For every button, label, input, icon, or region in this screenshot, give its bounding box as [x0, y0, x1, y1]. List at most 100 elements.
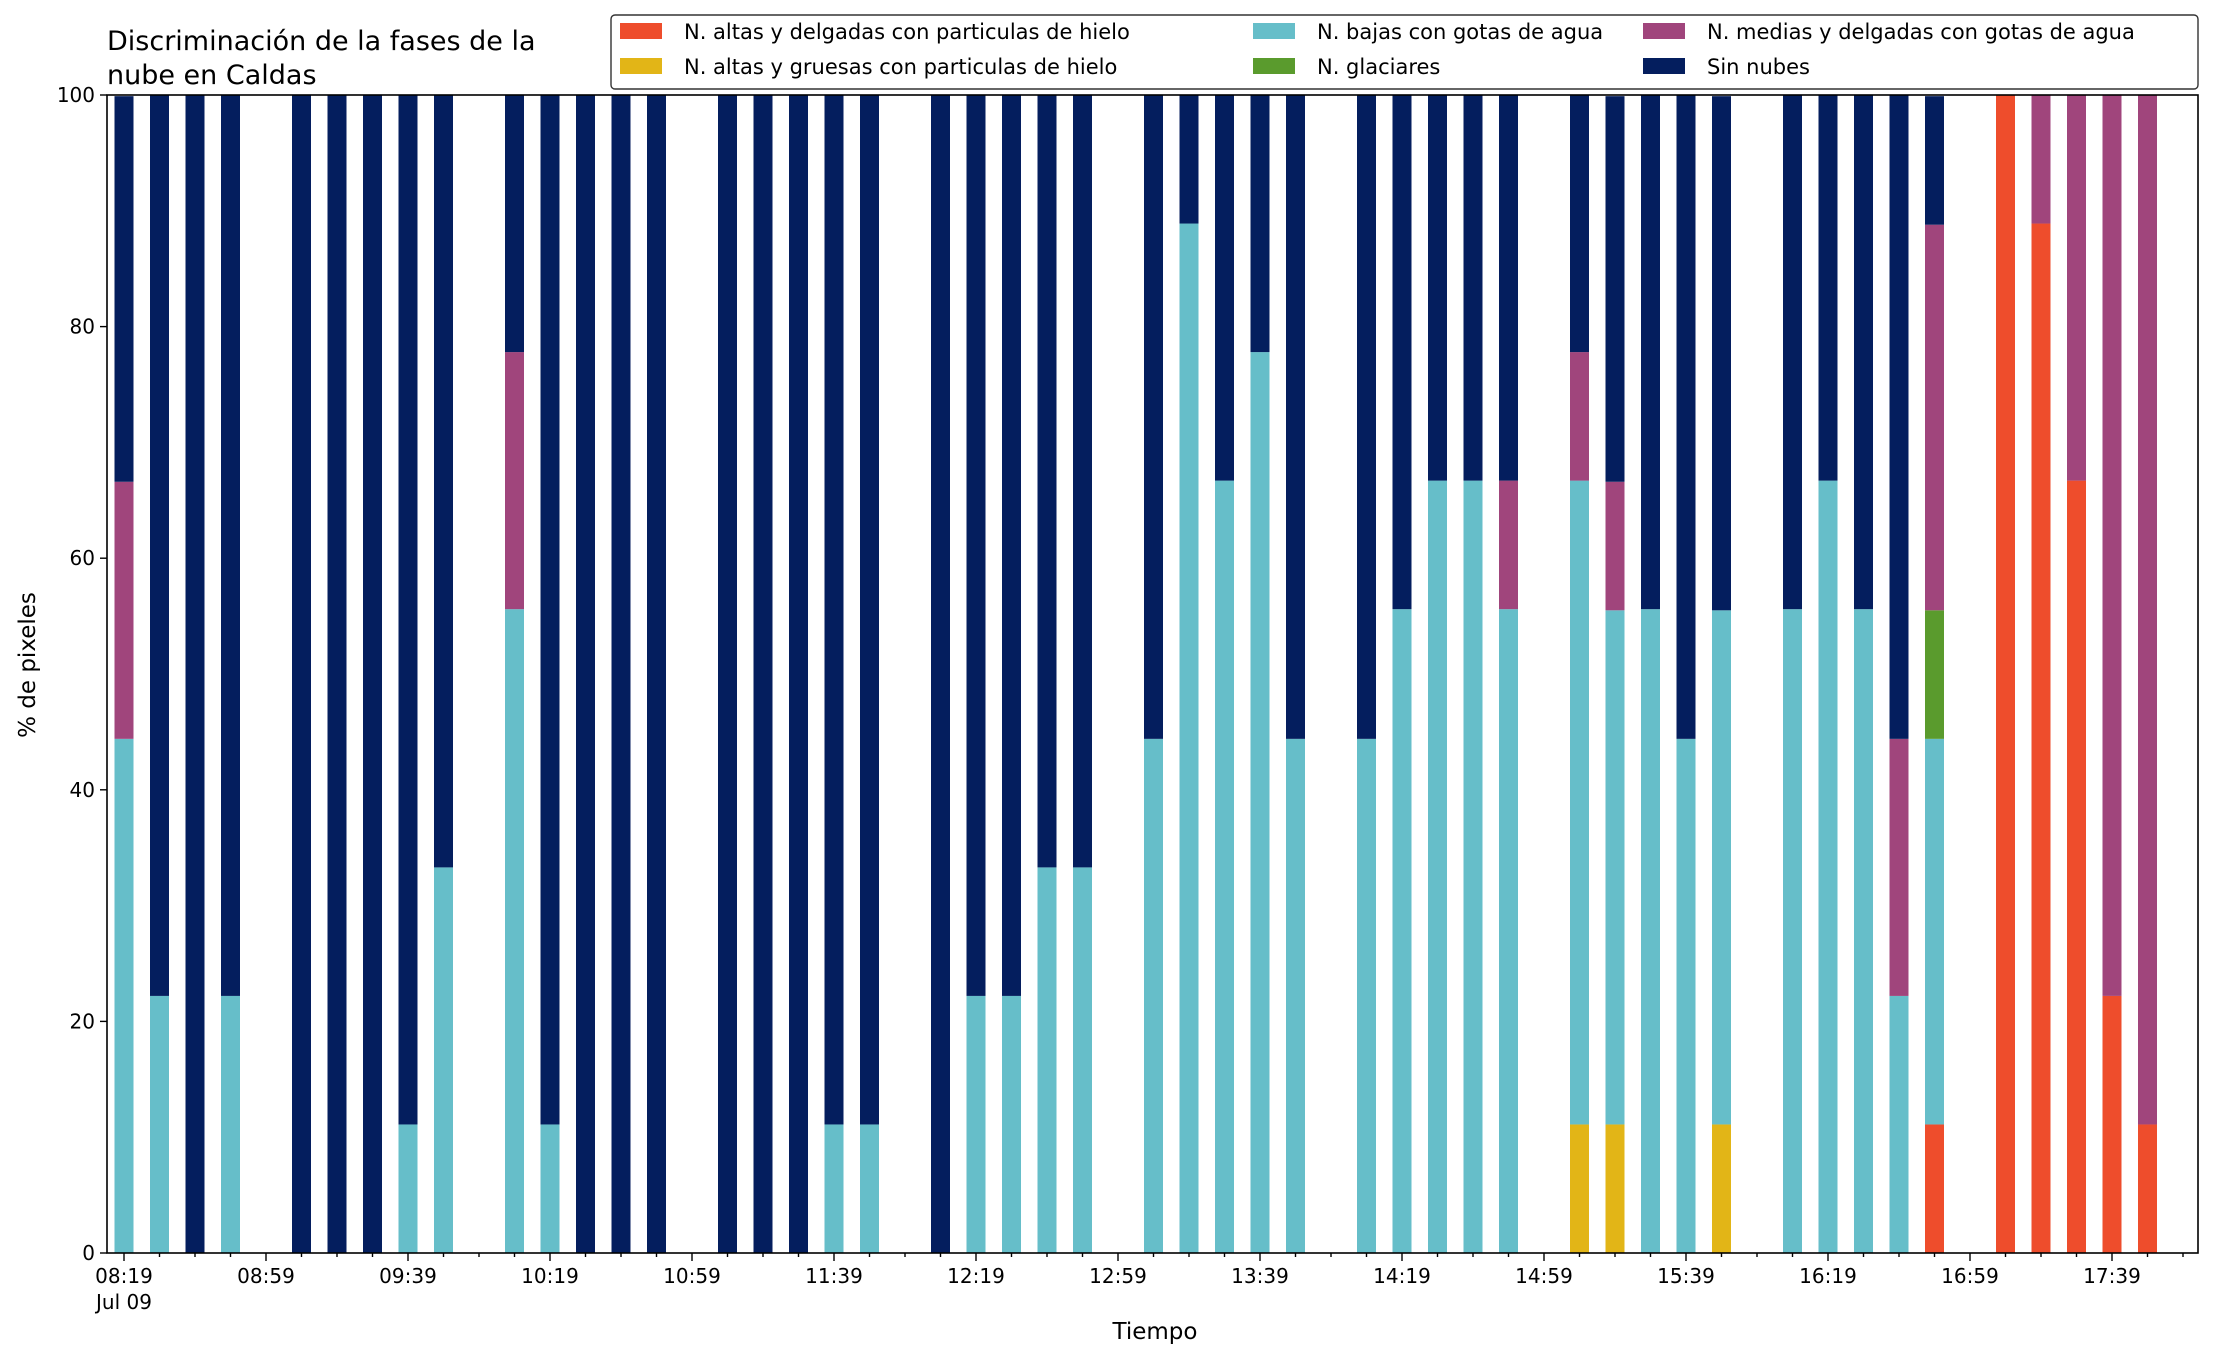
bar-n-bajas-con-gotas-de-agua-1219 — [966, 995, 986, 1253]
bar-n-altas-y-gruesas-con-particulas-de-hielo-1549 — [1712, 1124, 1731, 1253]
bar-n-altas-y-delgadas-con-particulas-de-hielo-1649 — [1925, 1124, 1944, 1253]
legend: N. altas y delgadas con particulas de hi… — [610, 14, 2199, 90]
bar-n-bajas-con-gotas-de-agua-0819 — [114, 738, 134, 1253]
bar-sin-nubes-0839 — [185, 95, 205, 1253]
bar-sin-nubes-0929 — [363, 95, 382, 1253]
bar-n-medias-y-delgadas-con-gotas-de-agua-1729 — [2067, 95, 2086, 481]
bar-n-altas-y-delgadas-con-particulas-de-hielo-1729 — [2067, 480, 2086, 1253]
bar-n-bajas-con-gotas-de-agua-1609 — [1783, 609, 1802, 1253]
bar-sin-nubes-1629 — [1854, 95, 1873, 610]
bar-sin-nubes-1339 — [1250, 95, 1270, 353]
x-tick-label-1419: 14:19 — [1373, 1264, 1431, 1288]
y-tick-label-20: 20 — [70, 1009, 95, 1033]
bar-n-bajas-con-gotas-de-agua-1619 — [1818, 480, 1838, 1253]
bar-n-bajas-con-gotas-de-agua-0829 — [150, 995, 169, 1253]
legend-swatch-sin-nubes — [1643, 58, 1685, 74]
bar-sin-nubes-1239 — [1037, 95, 1057, 868]
y-tick-label-80: 80 — [70, 315, 95, 339]
bar-sin-nubes-1229 — [1002, 95, 1021, 996]
bar-sin-nubes-1149 — [860, 95, 879, 1125]
bar-n-bajas-con-gotas-de-agua-1349 — [1286, 738, 1305, 1253]
bar-n-bajas-con-gotas-de-agua-1329 — [1215, 480, 1234, 1253]
bar-n-bajas-con-gotas-de-agua-1529 — [1641, 609, 1660, 1253]
bar-sin-nubes-1129 — [789, 95, 808, 1253]
x-date-label: Jul 09 — [94, 1290, 152, 1314]
bar-n-bajas-con-gotas-de-agua-1519 — [1605, 610, 1625, 1125]
legend-frame — [610, 14, 2199, 90]
legend-label-n-altas-y-gruesas-con-particulas-de-hielo: N. altas y gruesas con particulas de hie… — [684, 55, 1117, 79]
bar-n-altas-y-delgadas-con-particulas-de-hielo-1719 — [2031, 223, 2051, 1253]
legend-swatch-n-medias-y-delgadas-con-gotas-de-agua — [1643, 23, 1685, 39]
x-tick-label-1459: 14:59 — [1515, 1264, 1573, 1288]
x-tick-label-1659: 16:59 — [1941, 1264, 1999, 1288]
bar-sin-nubes-1309 — [1144, 95, 1163, 739]
bar-sin-nubes-1139 — [824, 95, 844, 1125]
plot-frame — [106, 94, 2199, 1254]
bar-n-bajas-con-gotas-de-agua-1229 — [1002, 995, 1021, 1253]
y-axis-label: % de pixeles — [15, 592, 41, 738]
x-tick-label-1539: 15:39 — [1657, 1264, 1715, 1288]
bar-n-medias-y-delgadas-con-gotas-de-agua-1719 — [2031, 95, 2051, 224]
bar-sin-nubes-1009 — [505, 95, 524, 353]
y-tick-label-60: 60 — [70, 546, 95, 570]
bar-n-bajas-con-gotas-de-agua-0939 — [398, 1124, 418, 1253]
bar-sin-nubes-1249 — [1073, 95, 1092, 868]
bar-n-bajas-con-gotas-de-agua-0949 — [434, 867, 453, 1253]
legend-swatch-n-bajas-con-gotas-de-agua — [1253, 23, 1295, 39]
bar-sin-nubes-1649 — [1925, 96, 1944, 225]
x-tick-label-1219: 12:19 — [947, 1264, 1005, 1288]
bar-n-medias-y-delgadas-con-gotas-de-agua-1519 — [1605, 481, 1625, 611]
legend-label-n-bajas-con-gotas-de-agua: N. bajas con gotas de agua — [1317, 20, 1603, 44]
bar-n-bajas-con-gotas-de-agua-1549 — [1712, 610, 1731, 1125]
bar-n-bajas-con-gotas-de-agua-1409 — [1357, 738, 1376, 1253]
bar-sin-nubes-1349 — [1286, 95, 1305, 739]
bar-sin-nubes-1219 — [966, 95, 986, 996]
bar-n-medias-y-delgadas-con-gotas-de-agua-1009 — [505, 352, 524, 610]
chart-title-line-1: Discriminación de la fases de la — [107, 26, 536, 57]
bar-sin-nubes-1419 — [1392, 95, 1412, 610]
legend-label-n-altas-y-delgadas-con-particulas-de-hielo: N. altas y delgadas con particulas de hi… — [684, 20, 1130, 44]
chart-title-line-2: nube en Caldas — [107, 60, 317, 91]
bar-n-bajas-con-gotas-de-agua-1139 — [824, 1124, 844, 1253]
x-tick-label-1339: 13:39 — [1231, 1264, 1289, 1288]
bar-n-bajas-con-gotas-de-agua-1339 — [1250, 352, 1270, 1254]
bar-n-bajas-con-gotas-de-agua-1419 — [1392, 609, 1412, 1253]
bar-sin-nubes-1609 — [1783, 95, 1802, 610]
bar-n-medias-y-delgadas-con-gotas-de-agua-1649 — [1925, 224, 1944, 611]
bar-n-medias-y-delgadas-con-gotas-de-agua-1739 — [2102, 95, 2122, 996]
bar-n-bajas-con-gotas-de-agua-1629 — [1854, 609, 1873, 1253]
legend-label-n-medias-y-delgadas-con-gotas-de-agua: N. medias y delgadas con gotas de agua — [1707, 20, 2135, 44]
bar-n-bajas-con-gotas-de-agua-1019 — [540, 1124, 560, 1253]
x-tick-label-0859: 08:59 — [237, 1264, 295, 1288]
x-tick-label-0819: 08:19 — [95, 1264, 153, 1288]
bar-n-medias-y-delgadas-con-gotas-de-agua-1509 — [1570, 352, 1589, 481]
bar-sin-nubes-1119 — [753, 95, 773, 1253]
legend-swatch-n-altas-y-delgadas-con-particulas-de-hielo — [620, 23, 662, 39]
y-tick-label-40: 40 — [70, 778, 95, 802]
bar-sin-nubes-1619 — [1818, 95, 1838, 481]
bar-n-altas-y-gruesas-con-particulas-de-hielo-1519 — [1605, 1124, 1625, 1253]
bar-n-medias-y-delgadas-con-gotas-de-agua-1749 — [2138, 95, 2157, 1125]
bar-n-bajas-con-gotas-de-agua-1009 — [505, 609, 524, 1253]
bar-n-bajas-con-gotas-de-agua-1539 — [1676, 738, 1696, 1253]
bar-sin-nubes-1209 — [931, 95, 950, 1253]
x-tick-label-0939: 09:39 — [379, 1264, 437, 1288]
bar-n-medias-y-delgadas-con-gotas-de-agua-1449 — [1499, 480, 1518, 610]
bar-sin-nubes-1039 — [611, 95, 631, 1253]
bar-n-glaciares-1649 — [1925, 610, 1944, 739]
bar-sin-nubes-1319 — [1179, 95, 1199, 224]
bar-sin-nubes-1439 — [1463, 95, 1483, 481]
bar-sin-nubes-1409 — [1357, 95, 1376, 739]
bar-sin-nubes-1519 — [1605, 96, 1625, 482]
bar-sin-nubes-1449 — [1499, 95, 1518, 481]
bar-n-altas-y-delgadas-con-particulas-de-hielo-1739 — [2102, 995, 2122, 1253]
bar-sin-nubes-0919 — [327, 95, 347, 1253]
x-tick-label-1139: 11:39 — [805, 1264, 863, 1288]
bar-n-medias-y-delgadas-con-gotas-de-agua-1639 — [1889, 738, 1909, 996]
bar-n-bajas-con-gotas-de-agua-1239 — [1037, 867, 1057, 1253]
bar-sin-nubes-0939 — [398, 95, 418, 1125]
axes-layer: 0 20 40 60 80 100 08:19 08:59 09:39 10:19 10:59 11:… — [57, 83, 2199, 1314]
bar-n-altas-y-delgadas-con-particulas-de-hielo-1749 — [2138, 1124, 2157, 1253]
x-tick-label-1019: 10:19 — [521, 1264, 579, 1288]
bar-n-bajas-con-gotas-de-agua-1649 — [1925, 738, 1944, 1125]
